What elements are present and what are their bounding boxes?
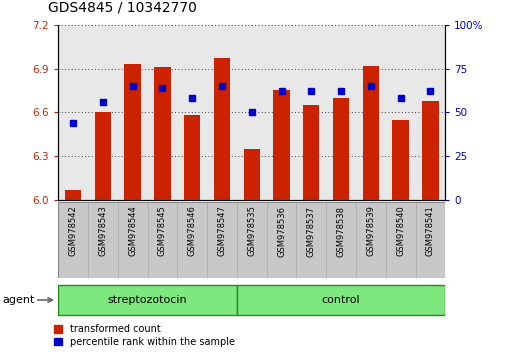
Bar	[236, 202, 266, 278]
Text: GDS4845 / 10342770: GDS4845 / 10342770	[48, 0, 196, 14]
Bar	[243, 149, 260, 200]
Text: GSM978538: GSM978538	[336, 206, 345, 257]
Bar	[207, 202, 236, 278]
Bar	[147, 202, 177, 278]
Bar	[385, 202, 415, 278]
Text: GSM978547: GSM978547	[217, 206, 226, 256]
Text: GSM978545: GSM978545	[158, 206, 167, 256]
Text: streptozotocin: streptozotocin	[108, 295, 187, 305]
Bar	[184, 115, 200, 200]
Bar	[415, 202, 444, 278]
Bar	[58, 285, 236, 315]
Bar	[94, 113, 111, 200]
Bar	[421, 101, 438, 200]
Bar	[118, 202, 147, 278]
Text: GSM978546: GSM978546	[187, 206, 196, 256]
Text: control: control	[321, 295, 360, 305]
Bar	[154, 67, 170, 200]
Text: GSM978540: GSM978540	[395, 206, 405, 256]
Bar	[266, 202, 296, 278]
Text: GSM978543: GSM978543	[98, 206, 107, 256]
Bar	[124, 64, 140, 200]
Bar	[213, 58, 230, 200]
Bar	[177, 202, 207, 278]
Bar	[65, 190, 81, 200]
Bar	[355, 202, 385, 278]
Bar	[236, 285, 444, 315]
Bar	[326, 202, 355, 278]
Text: agent: agent	[3, 295, 35, 305]
Text: GSM978542: GSM978542	[69, 206, 77, 256]
Text: GSM978535: GSM978535	[247, 206, 256, 256]
Bar	[392, 120, 408, 200]
Text: GSM978537: GSM978537	[306, 206, 315, 257]
Bar	[58, 202, 88, 278]
Bar	[302, 105, 319, 200]
Bar	[273, 91, 289, 200]
Text: GSM978536: GSM978536	[276, 206, 285, 257]
Text: GSM978539: GSM978539	[366, 206, 375, 256]
Bar	[332, 98, 348, 200]
Text: GSM978541: GSM978541	[425, 206, 434, 256]
Bar	[88, 202, 118, 278]
Bar	[362, 66, 378, 200]
Legend: transformed count, percentile rank within the sample: transformed count, percentile rank withi…	[54, 324, 234, 347]
Text: GSM978544: GSM978544	[128, 206, 137, 256]
Bar	[296, 202, 326, 278]
